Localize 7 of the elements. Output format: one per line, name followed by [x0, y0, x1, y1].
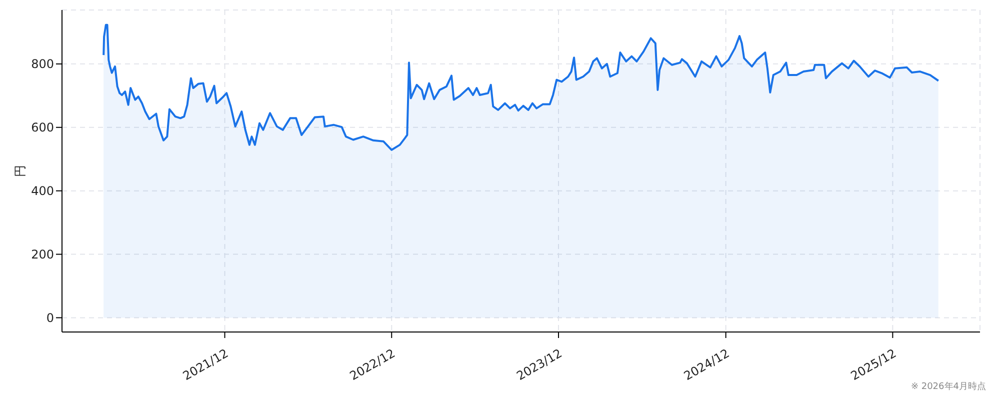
text: ※ 2026年4月時点 — [910, 380, 986, 393]
y-axis-title: 円 — [13, 165, 27, 177]
y-tick-label: 600 — [31, 120, 54, 135]
y-tick-label: 0 — [46, 310, 54, 325]
y-tick-label: 400 — [31, 184, 54, 198]
y-tick-label: 200 — [31, 248, 54, 262]
y-tick-label: 800 — [31, 57, 54, 72]
